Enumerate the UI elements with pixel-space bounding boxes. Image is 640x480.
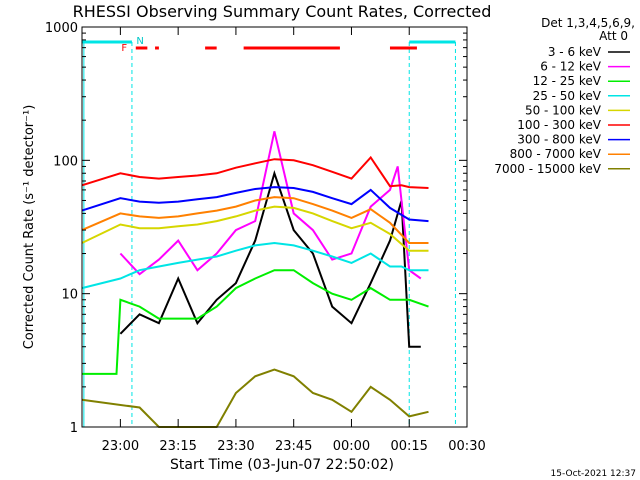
- series-line: [81, 186, 429, 223]
- legend-label: 12 - 25 keV: [533, 74, 602, 88]
- x-tick-label: 23:45: [275, 439, 312, 454]
- y-tick-label: 1: [70, 421, 78, 436]
- legend-label: 3 - 6 keV: [548, 45, 602, 59]
- legend-label: 300 - 800 keV: [517, 133, 601, 147]
- y-axis-ticks: 1 10 100 1000: [45, 21, 467, 436]
- x-tick-label: 23:00: [102, 439, 139, 454]
- series-line: [81, 241, 429, 290]
- y-axis-label: Corrected Count Rate (s⁻¹ detector⁻¹): [22, 105, 37, 350]
- legend-label: 100 - 300 keV: [517, 118, 601, 132]
- flag-label-n: N: [136, 36, 143, 47]
- legend-label: 800 - 7000 keV: [510, 147, 602, 161]
- legend-label: 7000 - 15000 keV: [494, 162, 601, 176]
- flag-label-f: F: [121, 43, 127, 54]
- x-tick-label: 23:30: [217, 439, 254, 454]
- legend-label: 6 - 12 keV: [540, 60, 602, 74]
- x-axis-ticks: 23:00 23:15 23:30 23:45 00:00 00:15 00:30: [102, 27, 486, 454]
- footer-date: 15-Oct-2021 12:37: [551, 469, 636, 479]
- legend-label: 50 - 100 keV: [525, 103, 602, 117]
- series-line: [81, 205, 429, 252]
- y-tick-label: 1000: [45, 21, 78, 36]
- chart-title: RHESSI Observing Summary Count Rates, Co…: [73, 2, 492, 21]
- series-line: [81, 155, 429, 189]
- x-tick-label: 00:00: [333, 439, 370, 454]
- flag-bars: NF: [81, 36, 456, 427]
- plot-frame: [81, 26, 468, 428]
- y-tick-label: 100: [53, 154, 78, 169]
- series-line: [81, 269, 429, 375]
- x-tick-label: 00:30: [448, 439, 485, 454]
- legend-title: Det 1,3,4,5,6,9,: [541, 16, 635, 30]
- series-line: [81, 196, 429, 244]
- series-line: [119, 169, 421, 348]
- legend-subtitle: Att 0: [599, 29, 628, 43]
- legend-label: 25 - 50 keV: [533, 89, 602, 103]
- y-tick-label: 10: [61, 288, 78, 303]
- x-axis-label: Start Time (03-Jun-07 22:50:02): [170, 457, 394, 473]
- x-tick-label: 23:15: [159, 439, 196, 454]
- x-tick-label: 00:15: [390, 439, 427, 454]
